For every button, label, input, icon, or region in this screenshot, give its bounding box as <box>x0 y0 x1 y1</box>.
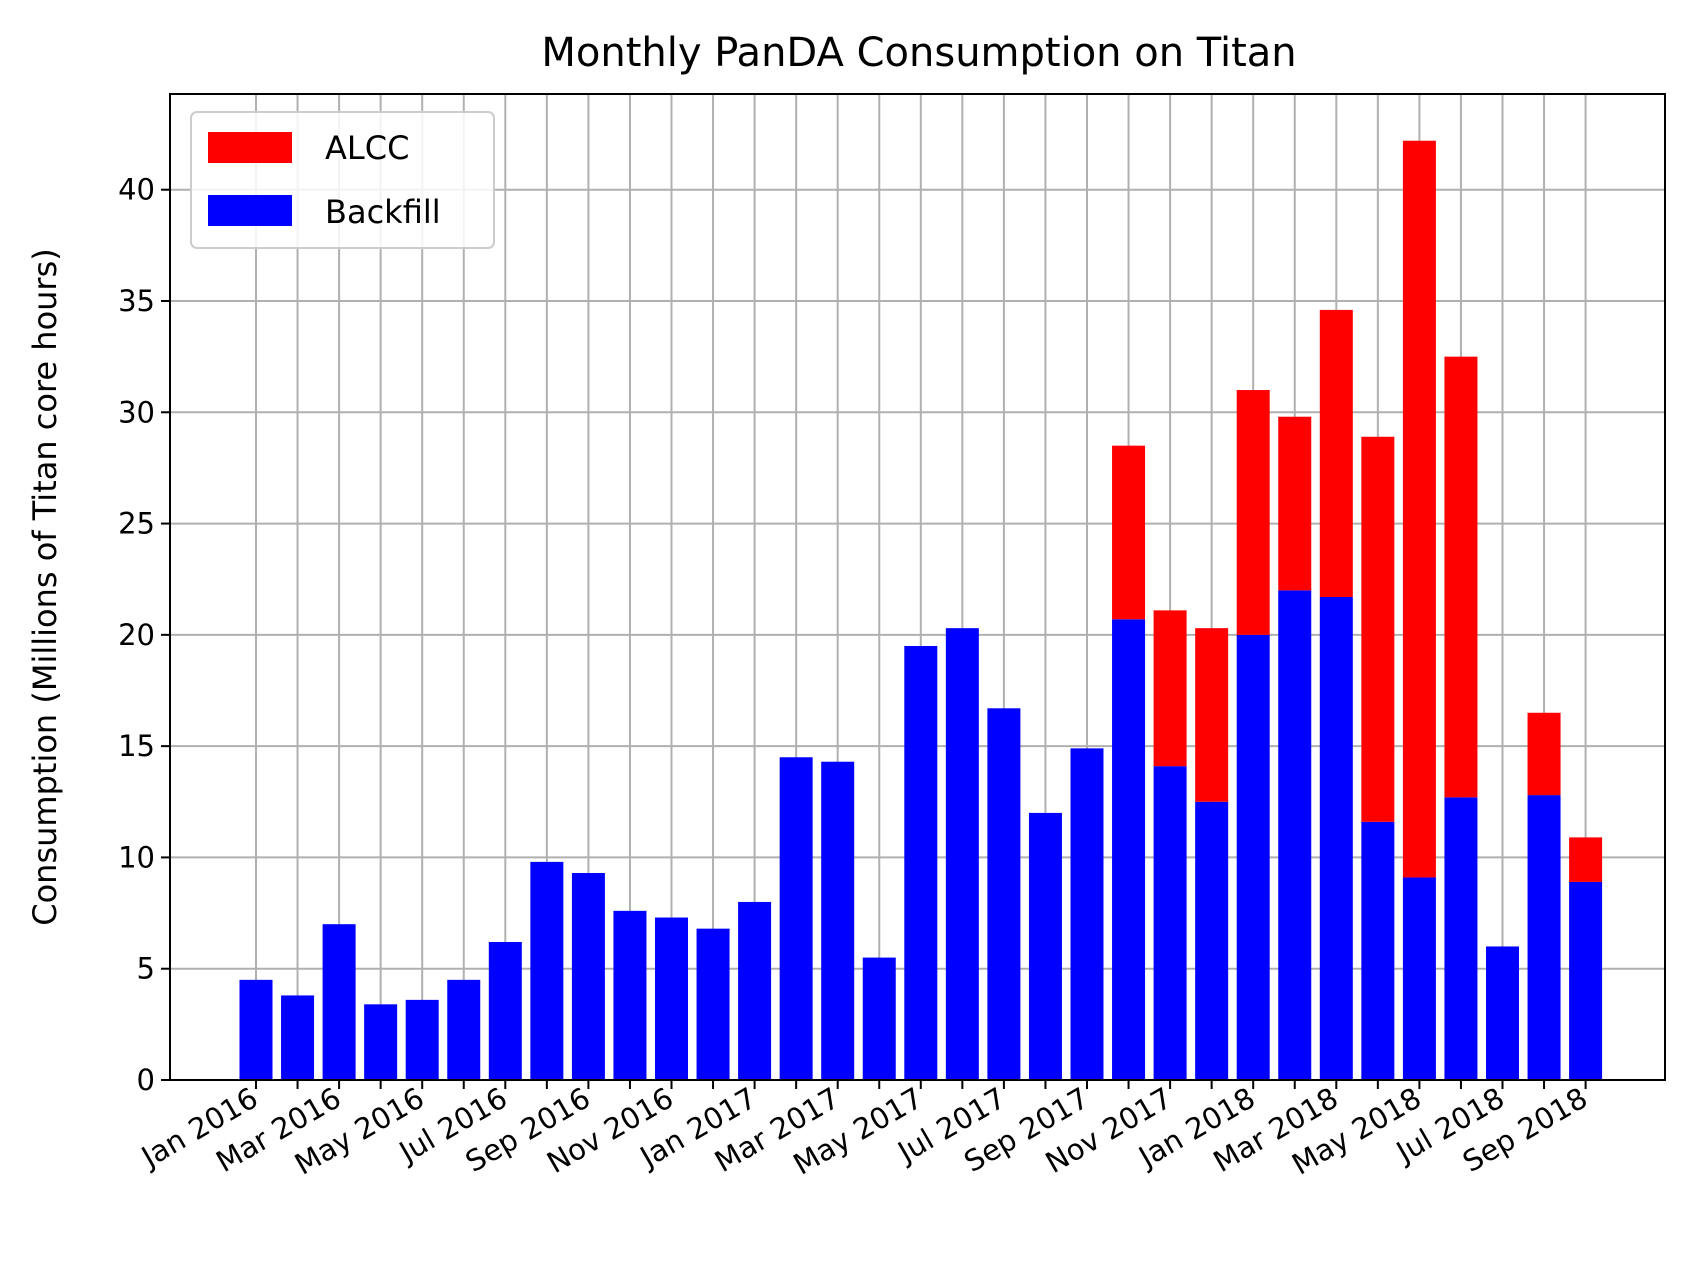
y-tick-label: 40 <box>118 173 155 207</box>
y-tick-label: 5 <box>137 952 155 986</box>
bar-backfill <box>1195 801 1229 1080</box>
bar-backfill <box>821 761 855 1080</box>
bar-backfill <box>322 924 356 1080</box>
bar-backfill <box>1278 590 1312 1080</box>
bar-backfill <box>447 979 481 1080</box>
bar-backfill <box>738 901 772 1080</box>
bar-backfill <box>488 942 522 1080</box>
legend-label-alcc: ALCC <box>325 129 409 167</box>
bar-backfill <box>1153 766 1187 1080</box>
plot-frame <box>169 93 1666 1081</box>
bar-backfill <box>1569 881 1603 1080</box>
bar-alcc <box>1444 356 1478 798</box>
bar-backfill <box>696 928 730 1080</box>
legend-swatch-backfill <box>208 195 292 226</box>
bar-backfill <box>1444 797 1478 1080</box>
legend-swatch-alcc <box>208 132 292 163</box>
bar-backfill <box>1028 812 1062 1080</box>
bar-alcc <box>1527 712 1561 796</box>
bar-backfill <box>1402 877 1436 1080</box>
bar-backfill <box>1112 619 1146 1080</box>
chart-title: Monthly PanDA Consumption on Titan <box>541 30 1296 76</box>
bar-alcc <box>1319 309 1353 598</box>
y-tick-label: 25 <box>118 507 155 541</box>
bar-backfill <box>862 957 896 1080</box>
y-tick-label: 10 <box>118 840 155 874</box>
bar-alcc <box>1402 140 1436 878</box>
y-tick-label: 20 <box>118 618 155 652</box>
bar-backfill <box>364 1004 398 1080</box>
bar-backfill <box>1070 748 1104 1080</box>
bar-backfill <box>530 861 564 1080</box>
bar-backfill <box>1527 795 1561 1080</box>
bar-alcc <box>1112 445 1146 620</box>
bars <box>239 140 1603 1080</box>
bar-backfill <box>904 645 938 1080</box>
bar-alcc <box>1236 390 1270 635</box>
bar-backfill <box>281 995 315 1080</box>
bar-backfill <box>655 917 688 1080</box>
bar-alcc <box>1361 436 1395 822</box>
y-tick-label: 35 <box>118 284 155 318</box>
y-tick-label: 15 <box>118 729 155 763</box>
bar-backfill <box>945 628 979 1080</box>
y-axis-label: Consumption (Millions of Titan core hour… <box>26 248 64 925</box>
bar-backfill <box>405 999 439 1080</box>
legend: ALCC Backfill <box>190 111 495 249</box>
bar-backfill <box>571 873 605 1080</box>
bar-backfill <box>1486 946 1519 1080</box>
y-tick-label: 30 <box>118 395 155 429</box>
bar-backfill <box>1236 634 1270 1080</box>
bar-backfill <box>779 757 813 1080</box>
bar-alcc <box>1153 610 1187 767</box>
bar-backfill <box>1319 597 1353 1080</box>
y-axis-ticks: 0 5 10 15 20 25 30 35 40 <box>118 173 170 1097</box>
bar-backfill <box>239 979 273 1080</box>
bar-backfill <box>1361 821 1395 1080</box>
legend-label-backfill: Backfill <box>325 193 441 231</box>
y-tick-label: 0 <box>137 1063 155 1097</box>
bar-alcc <box>1195 628 1229 802</box>
bar-backfill <box>613 910 647 1080</box>
bar-alcc <box>1569 837 1603 882</box>
bar-alcc <box>1278 416 1312 591</box>
bar-backfill <box>987 708 1021 1080</box>
